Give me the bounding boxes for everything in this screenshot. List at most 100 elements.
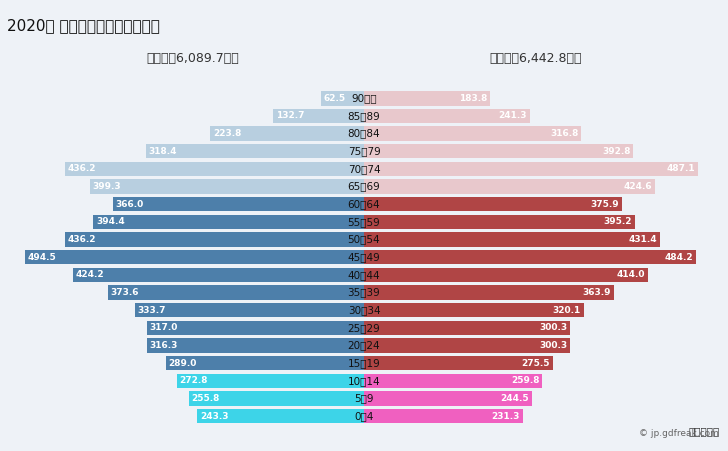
- Bar: [364, 321, 570, 335]
- Bar: [210, 126, 364, 141]
- Text: 183.8: 183.8: [459, 94, 487, 103]
- Text: 70～74: 70～74: [348, 164, 380, 174]
- Text: 317.0: 317.0: [149, 323, 178, 332]
- Text: 484.2: 484.2: [665, 253, 693, 262]
- Text: 45～49: 45～49: [348, 252, 380, 262]
- Text: 424.2: 424.2: [76, 270, 104, 279]
- Text: © jp.gdfreak.com: © jp.gdfreak.com: [639, 429, 719, 438]
- Text: 243.3: 243.3: [200, 412, 229, 421]
- Text: 10～14: 10～14: [348, 376, 380, 386]
- Text: 単位：万人: 単位：万人: [688, 426, 719, 436]
- Text: 363.9: 363.9: [582, 288, 611, 297]
- Text: 431.4: 431.4: [628, 235, 657, 244]
- Text: 375.9: 375.9: [590, 200, 619, 209]
- Text: 259.8: 259.8: [511, 376, 539, 385]
- Text: 5～9: 5～9: [355, 393, 373, 404]
- Bar: [364, 197, 622, 212]
- Text: 223.8: 223.8: [213, 129, 242, 138]
- Bar: [93, 215, 364, 229]
- Text: 392.8: 392.8: [602, 147, 630, 156]
- Text: 318.4: 318.4: [149, 147, 177, 156]
- Text: 80～84: 80～84: [348, 129, 380, 138]
- Bar: [177, 373, 364, 388]
- Bar: [364, 373, 542, 388]
- Text: 50～54: 50～54: [348, 235, 380, 244]
- Bar: [65, 161, 364, 176]
- Bar: [73, 267, 364, 282]
- Text: 0～4: 0～4: [355, 411, 373, 421]
- Text: 女性計：6,442.8万人: 女性計：6,442.8万人: [489, 52, 582, 64]
- Bar: [146, 144, 364, 158]
- Bar: [65, 232, 364, 247]
- Bar: [364, 232, 660, 247]
- Bar: [321, 91, 364, 106]
- Text: 424.6: 424.6: [624, 182, 652, 191]
- Bar: [197, 409, 364, 423]
- Bar: [364, 179, 655, 194]
- Text: 30～34: 30～34: [348, 305, 380, 315]
- Bar: [146, 321, 364, 335]
- Bar: [364, 250, 696, 264]
- Text: 90歳～: 90歳～: [351, 93, 377, 103]
- Bar: [364, 91, 490, 106]
- Bar: [25, 250, 364, 264]
- Text: 男性計：6,089.7万人: 男性計：6,089.7万人: [146, 52, 240, 64]
- Text: 15～19: 15～19: [348, 358, 380, 368]
- Bar: [364, 161, 698, 176]
- Text: 316.8: 316.8: [550, 129, 579, 138]
- Text: 394.4: 394.4: [96, 217, 125, 226]
- Text: 85～89: 85～89: [348, 111, 380, 121]
- Text: 366.0: 366.0: [116, 200, 144, 209]
- Bar: [364, 303, 584, 318]
- Text: 494.5: 494.5: [28, 253, 56, 262]
- Bar: [364, 409, 523, 423]
- Text: 316.3: 316.3: [150, 341, 178, 350]
- Bar: [166, 356, 364, 370]
- Text: 275.5: 275.5: [522, 359, 550, 368]
- Text: 436.2: 436.2: [68, 165, 96, 173]
- Text: 65～69: 65～69: [348, 182, 380, 192]
- Bar: [108, 285, 364, 300]
- Text: 320.1: 320.1: [553, 306, 581, 315]
- Text: 244.5: 244.5: [500, 394, 529, 403]
- Text: 40～44: 40～44: [348, 270, 380, 280]
- Text: 62.5: 62.5: [324, 94, 346, 103]
- Bar: [135, 303, 364, 318]
- Bar: [90, 179, 364, 194]
- Bar: [364, 267, 648, 282]
- Text: 255.8: 255.8: [191, 394, 220, 403]
- Bar: [113, 197, 364, 212]
- Bar: [147, 338, 364, 353]
- Bar: [364, 126, 582, 141]
- Text: 289.0: 289.0: [168, 359, 197, 368]
- Text: 300.3: 300.3: [539, 323, 567, 332]
- Text: 231.3: 231.3: [491, 412, 520, 421]
- Text: 55～59: 55～59: [348, 217, 380, 227]
- Bar: [189, 391, 364, 405]
- Text: 395.2: 395.2: [604, 217, 633, 226]
- Text: 75～79: 75～79: [348, 146, 380, 156]
- Text: 35～39: 35～39: [348, 287, 380, 298]
- Text: 60～64: 60～64: [348, 199, 380, 209]
- Text: 487.1: 487.1: [667, 165, 695, 173]
- Bar: [364, 356, 553, 370]
- Text: 241.3: 241.3: [498, 111, 527, 120]
- Bar: [273, 109, 364, 123]
- Text: 272.8: 272.8: [180, 376, 208, 385]
- Bar: [364, 109, 529, 123]
- Text: 25～29: 25～29: [348, 323, 380, 333]
- Text: 436.2: 436.2: [68, 235, 96, 244]
- Bar: [364, 338, 570, 353]
- Text: 132.7: 132.7: [276, 111, 304, 120]
- Bar: [364, 215, 635, 229]
- Text: 414.0: 414.0: [617, 270, 645, 279]
- Text: 373.6: 373.6: [111, 288, 139, 297]
- Text: 20～24: 20～24: [348, 341, 380, 350]
- Text: 300.3: 300.3: [539, 341, 567, 350]
- Text: 399.3: 399.3: [93, 182, 122, 191]
- Bar: [364, 144, 633, 158]
- Text: 2020年 日本の人口構成（予測）: 2020年 日本の人口構成（予測）: [7, 18, 160, 33]
- Bar: [364, 391, 531, 405]
- Text: 333.7: 333.7: [138, 306, 166, 315]
- Bar: [364, 285, 614, 300]
